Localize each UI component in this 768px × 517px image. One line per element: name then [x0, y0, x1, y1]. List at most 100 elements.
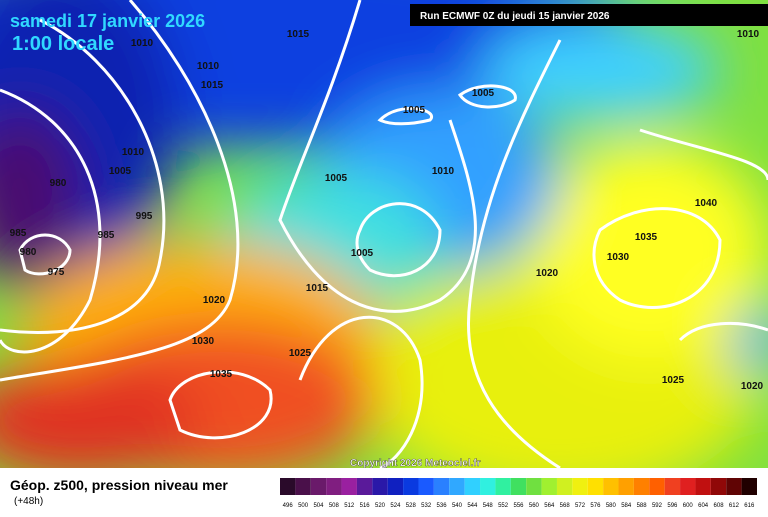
scale-swatch [356, 478, 373, 495]
scale-label: 616 [744, 503, 755, 509]
scale-swatch [541, 478, 557, 495]
scale-label: 608 [714, 503, 725, 509]
isobar-label: 1005 [325, 173, 348, 184]
scale-swatch [526, 478, 542, 495]
scale-label: 548 [483, 503, 494, 509]
scale-label: 588 [637, 503, 648, 509]
isobar-label: 975 [48, 267, 65, 278]
scale-swatch [741, 478, 757, 495]
scale-label: 596 [667, 503, 678, 509]
isobar-label: 985 [98, 230, 115, 241]
isobar-label: 1015 [287, 29, 310, 40]
scale-label: 528 [406, 503, 417, 509]
isobar-label: 1040 [695, 198, 718, 209]
scale-swatch [664, 478, 681, 495]
scale-swatch [418, 478, 434, 495]
scale-label: 572 [575, 503, 586, 509]
scale-swatch [403, 478, 419, 495]
isobar-label: 1005 [351, 248, 374, 259]
scale-swatch [449, 478, 465, 495]
scale-label: 568 [560, 503, 571, 509]
scale-label: 504 [313, 503, 324, 509]
scale-swatch [326, 478, 342, 495]
isobar-label: 1035 [210, 369, 233, 380]
scale-label: 560 [529, 503, 540, 509]
scale-label: 564 [544, 503, 555, 509]
date-title: samedi 17 janvier 2026 [10, 11, 205, 31]
isobar-label: 980 [20, 247, 37, 258]
scale-label: 556 [513, 503, 524, 509]
scale-swatch [572, 478, 588, 495]
scale-label: 612 [729, 503, 740, 509]
scale-swatch [495, 478, 511, 495]
scale-label: 576 [590, 503, 601, 509]
scale-swatch [710, 478, 727, 495]
scale-label: 604 [698, 503, 709, 509]
scale-label: 496 [283, 503, 294, 509]
scale-swatch [556, 478, 573, 495]
scale-swatch [603, 478, 619, 495]
time-label: 1:00 locale [12, 33, 114, 55]
caption: Géop. z500, pression niveau mer [10, 477, 228, 493]
scale-label: 592 [652, 503, 663, 509]
scale-swatch [480, 478, 496, 495]
scale-label: 520 [375, 503, 386, 509]
scale-swatch [618, 478, 634, 495]
isobar-label: 1010 [197, 61, 220, 72]
scale-label: 512 [344, 503, 355, 509]
scale-swatch [649, 478, 665, 495]
scale-swatch [433, 478, 450, 495]
isobar-label: 1025 [662, 375, 685, 386]
isobar-label: 1020 [741, 381, 764, 392]
isobar-label: 985 [10, 228, 27, 239]
scale-swatch [341, 478, 357, 495]
isobar-label: 1020 [203, 295, 226, 306]
scale-label: 524 [390, 503, 401, 509]
scale-label: 500 [298, 503, 309, 509]
scale-label: 552 [498, 503, 509, 509]
isobar-label: 1015 [306, 283, 329, 294]
scale-swatch [372, 478, 388, 495]
isobar-label: 1005 [403, 105, 426, 116]
isobar-label: 1010 [432, 166, 455, 177]
lead-time: (+48h) [14, 496, 43, 507]
isobars [0, 0, 768, 468]
scale-label: 536 [437, 503, 448, 509]
scale-swatch [510, 478, 527, 495]
isobar-label: 1005 [472, 88, 495, 99]
color-scale: 496 500 504 508 512 516 520 524 528 532 536 540 544 5… [280, 478, 757, 509]
isobar-label: 1020 [536, 268, 559, 279]
scale-label: 580 [606, 503, 617, 509]
scale-swatch [295, 478, 311, 495]
run-bar [410, 4, 768, 26]
isobar-label: 1035 [635, 232, 658, 243]
scale-label: 540 [452, 503, 463, 509]
scale-label: 584 [621, 503, 632, 509]
scale-label: 600 [683, 503, 694, 509]
scale-swatch [633, 478, 650, 495]
field: 1010 1015 1010 1015 1010 1005 1005 1010 1005 980 1… [0, 0, 768, 469]
copyright: Copyright 2026 Meteociel.fr [350, 458, 481, 469]
scale-swatch [310, 478, 327, 495]
isobar-label: 1025 [289, 348, 312, 359]
scale-swatch [464, 478, 481, 495]
isobar-label: 1010 [122, 147, 145, 158]
scale-label: 544 [467, 503, 478, 509]
scale-label: 508 [329, 503, 340, 509]
isobar-label: 1015 [201, 80, 224, 91]
isobar-label: 1010 [131, 38, 154, 49]
isobar-label: 1010 [737, 29, 760, 40]
isobar-label: 1030 [192, 336, 215, 347]
isobar-label: 1030 [607, 252, 630, 263]
isobar-label: 1005 [109, 166, 132, 177]
scale-label: 532 [421, 503, 432, 509]
isobar-label: 995 [136, 211, 153, 222]
scale-label: 516 [360, 503, 371, 509]
scale-swatch [587, 478, 604, 495]
isobar-label: 980 [50, 178, 67, 189]
scale-swatch [726, 478, 742, 495]
scale-swatch [695, 478, 711, 495]
scale-swatch [280, 478, 296, 495]
run-label: Run ECMWF 0Z du jeudi 15 janvier 2026 [420, 11, 610, 22]
